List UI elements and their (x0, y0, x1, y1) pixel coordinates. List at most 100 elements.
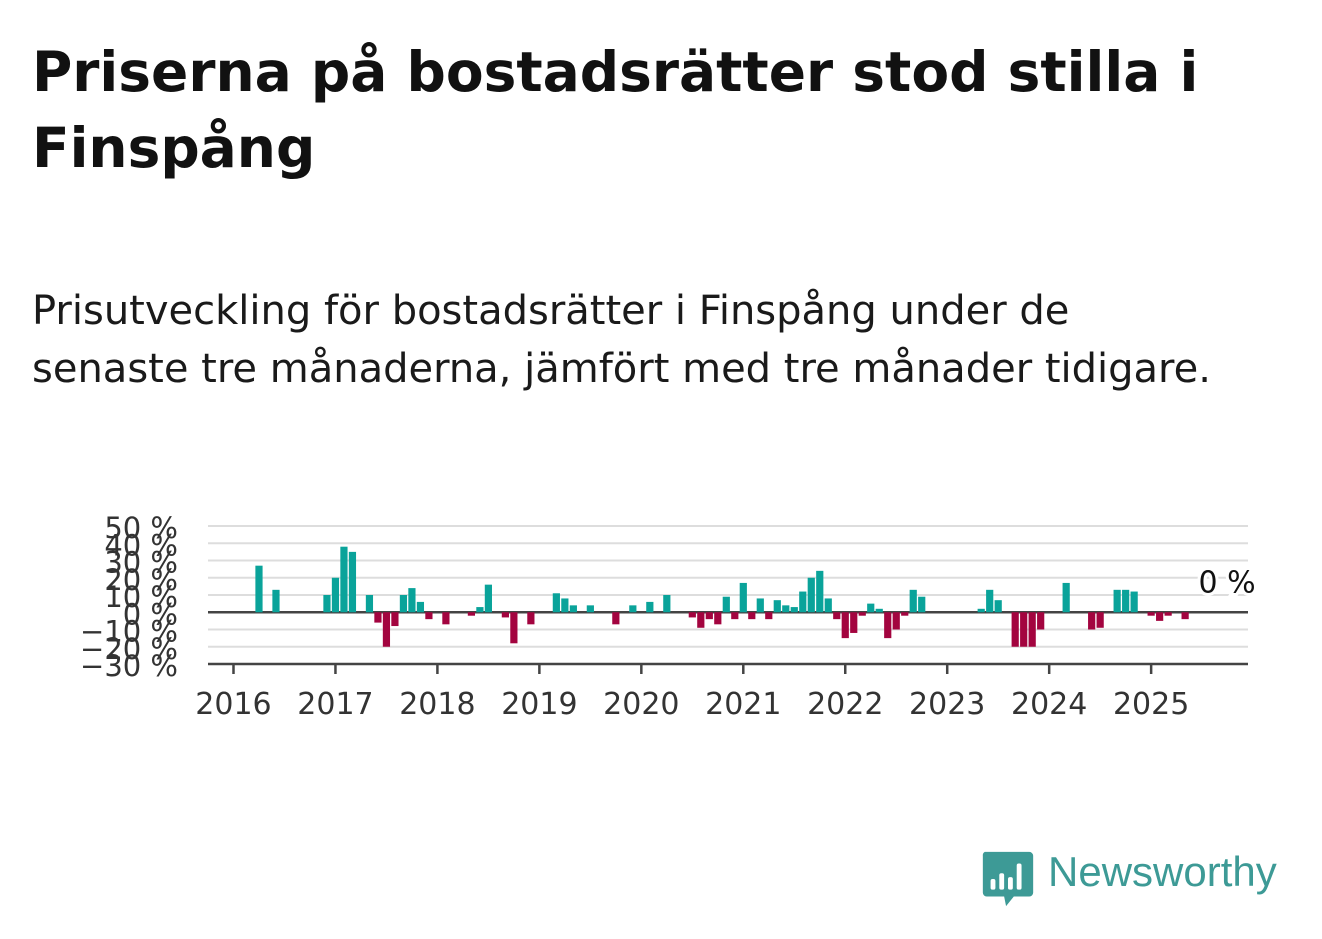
bar (799, 591, 807, 613)
bar (629, 605, 637, 613)
bar (484, 584, 492, 613)
x-tick-label: 2018 (399, 687, 475, 722)
bar (901, 612, 909, 616)
bar (765, 612, 773, 620)
bar (782, 605, 790, 613)
bar (255, 565, 263, 613)
chart-title: Priserna på bostadsrätter stod stilla i … (32, 40, 1199, 180)
bar (348, 551, 357, 613)
bar (442, 612, 450, 625)
bar (714, 612, 722, 625)
bar (850, 612, 858, 633)
x-tick-label: 2017 (297, 687, 373, 722)
bar (331, 577, 340, 613)
x-tick-label: 2025 (1113, 687, 1189, 722)
bar (858, 612, 866, 616)
bar (510, 612, 518, 644)
bar (892, 612, 900, 630)
y-tick-label: 10 % (104, 580, 178, 614)
bar (272, 589, 280, 613)
y-tick-label: −30 % (80, 649, 178, 683)
bar (1062, 582, 1070, 613)
bar (552, 593, 560, 613)
bar (612, 612, 620, 625)
bar (399, 595, 408, 613)
bar (663, 595, 671, 613)
bar (875, 608, 883, 613)
bar (909, 589, 917, 613)
y-axis: 50 %40 %30 %20 %10 %0 %−10 %−20 %−30 % (80, 511, 178, 683)
bar (391, 612, 399, 627)
bar (365, 595, 374, 613)
chart-subtitle: Prisutveckling för bostadsrätter i Finsp… (32, 288, 1211, 392)
y-tick-label: 0 % (123, 597, 178, 631)
grid-lines (208, 525, 1248, 665)
bar (476, 607, 484, 613)
bar (697, 612, 705, 628)
y-tick-label: 40 % (104, 528, 178, 562)
bar (722, 596, 730, 613)
y-tick-label: 30 % (104, 546, 178, 580)
bar (833, 612, 841, 620)
bar (1113, 589, 1121, 613)
bar (884, 612, 892, 639)
bar (1156, 612, 1164, 621)
bar (501, 612, 509, 618)
x-axis: 2016 2017 2018 2019 2020 2021 2022 2023 2024 2025 (195, 662, 1248, 722)
bar-chart: 50 %40 %30 %20 %10 %0 %−10 %−20 %−30 % 2… (80, 511, 1259, 722)
bar (569, 605, 577, 613)
bar (646, 601, 654, 613)
bar (374, 612, 382, 623)
bar (994, 600, 1002, 613)
bar (756, 598, 764, 613)
bar (977, 608, 985, 613)
bar (561, 598, 569, 613)
y-tick-label: −10 % (80, 615, 178, 649)
x-tick-label: 2019 (501, 687, 577, 722)
bar (1096, 612, 1104, 628)
bar (1037, 612, 1045, 630)
brand-name: Newsworthy (1048, 848, 1277, 895)
newsworthy-logo-icon (982, 851, 1034, 907)
y-tick-label: 50 % (104, 511, 178, 545)
bar (790, 607, 798, 613)
bar (807, 577, 815, 613)
x-tick-label: 2022 (807, 687, 883, 722)
bar (416, 601, 425, 613)
x-tick-label: 2016 (195, 687, 271, 722)
annotation-layer: 0 % (1196, 562, 1259, 603)
latest-value-label: 0 % (1199, 565, 1256, 600)
bar (918, 596, 926, 613)
bars (255, 546, 1189, 647)
x-tick-label: 2021 (705, 687, 781, 722)
bar (1088, 612, 1096, 630)
bar (1147, 612, 1155, 616)
bar (323, 595, 331, 613)
bar (824, 598, 832, 613)
x-tick-label: 2023 (909, 687, 985, 722)
bar (1122, 589, 1130, 613)
bar (705, 612, 713, 620)
bar (382, 612, 391, 647)
bar (748, 612, 756, 620)
bar (408, 588, 416, 613)
bar (867, 603, 875, 613)
bar (739, 582, 747, 613)
bar (1130, 591, 1138, 613)
bar (1028, 612, 1036, 647)
bar (1011, 612, 1019, 647)
bar (425, 612, 433, 620)
bar (1164, 612, 1172, 616)
bar (340, 546, 348, 613)
bar (467, 612, 475, 616)
bar (731, 612, 739, 620)
bar (1020, 612, 1028, 647)
bar (688, 612, 696, 618)
bar (527, 612, 535, 625)
y-tick-label: 20 % (104, 563, 178, 597)
bar (816, 570, 824, 613)
bar (773, 600, 781, 613)
bar (1181, 612, 1189, 620)
bar (586, 605, 594, 613)
x-tick-label: 2020 (603, 687, 679, 722)
